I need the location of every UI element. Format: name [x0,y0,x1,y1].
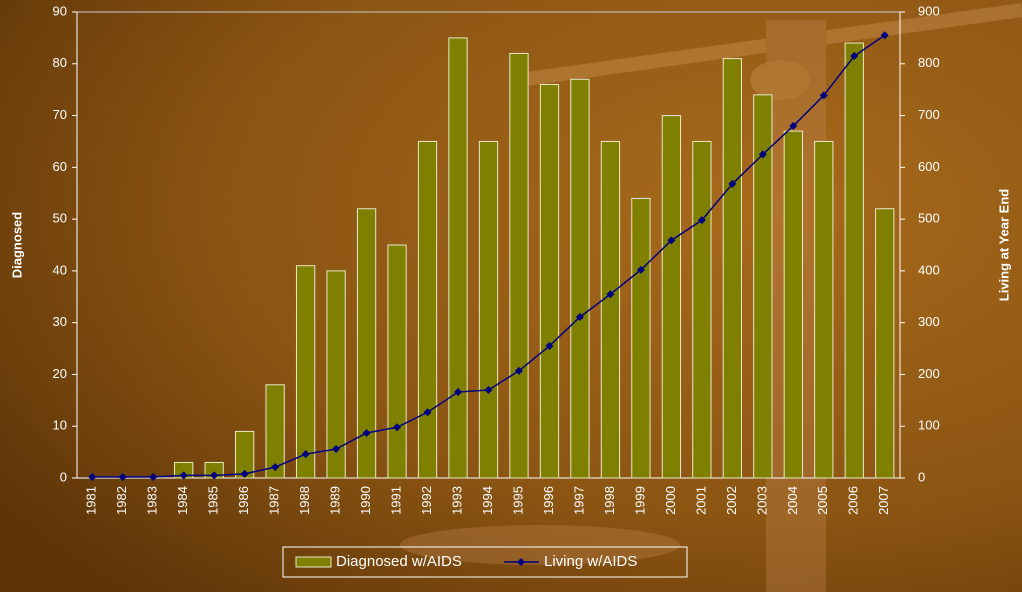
legend-label: Diagnosed w/AIDS [336,553,462,570]
x-tick-label: 1983 [145,486,160,515]
x-tick-label: 2000 [663,486,678,515]
bar [479,141,497,478]
x-tick-label: 1999 [632,486,647,515]
x-tick-label: 2003 [754,486,769,515]
y2-tick-label: 500 [918,211,940,226]
y-tick-label: 0 [60,469,67,484]
y2-tick-label: 700 [918,107,940,122]
chart: Diagnosed Living at Year End 0 10 20 30 40 50… [0,0,1022,592]
y2-tick-label: 800 [918,55,940,70]
x-tick-label: 1984 [175,486,190,515]
legend-label: Living w/AIDS [544,553,637,570]
bar [357,209,375,478]
bar [815,141,833,478]
bar [449,38,467,478]
x-tick-label: 1990 [358,486,373,515]
bar [632,198,650,478]
y-tick-label: 40 [53,262,67,277]
y-tick-label: 70 [53,107,67,122]
y-tick-label: 80 [53,55,67,70]
x-tick-label: 1997 [571,486,586,515]
bar [540,84,558,478]
bar [601,141,619,478]
y-tick-label: 60 [53,159,67,174]
y2-tick-label: 400 [918,262,940,277]
y2-tick-label: 900 [918,3,940,18]
bar [388,245,406,478]
x-tick-label: 1998 [602,486,617,515]
y-tick-label: 90 [53,3,67,18]
x-tick-label: 1982 [114,486,129,515]
y2-tick-label: 200 [918,366,940,381]
bar [876,209,894,478]
x-tick-label: 1986 [236,486,251,515]
bar [784,131,802,478]
y2-tick-label: 300 [918,314,940,329]
x-tick-label: 2005 [815,486,830,515]
y-tick-label: 20 [53,366,67,381]
x-tick-label: 2001 [693,486,708,515]
x-tick-label: 1993 [449,486,464,515]
bar [418,141,436,478]
legend-swatch [296,557,331,567]
bar [662,116,680,478]
x-tick-label: 1995 [510,486,525,515]
y2-tick-label: 100 [918,418,940,433]
x-tick-label: 2007 [876,486,891,515]
y-tick-label: 50 [53,211,67,226]
x-tick-label: 2006 [846,486,861,515]
x-tick-label: 1981 [84,486,99,515]
bar [571,79,589,478]
bar [510,53,528,478]
x-tick-label: 1994 [480,486,495,515]
x-tick-label: 1992 [419,486,434,515]
bar [723,59,741,478]
y-axis-title: Diagnosed [9,212,24,279]
y-tick-label: 30 [53,314,67,329]
x-tick-label: 1996 [541,486,556,515]
y2-axis-title: Living at Year End [996,189,1011,302]
bar [296,266,314,478]
y2-tick-label: 0 [918,469,925,484]
bar [693,141,711,478]
x-tick-label: 1987 [267,486,282,515]
x-tick-label: 2004 [785,486,800,515]
y-tick-label: 10 [53,418,67,433]
x-tick-label: 1988 [297,486,312,515]
x-tick-label: 1991 [388,486,403,515]
x-tick-label: 2002 [724,486,739,515]
x-tick-label: 1989 [328,486,343,515]
y2-tick-label: 600 [918,159,940,174]
bar [845,43,863,478]
x-tick-label: 1985 [206,486,221,515]
